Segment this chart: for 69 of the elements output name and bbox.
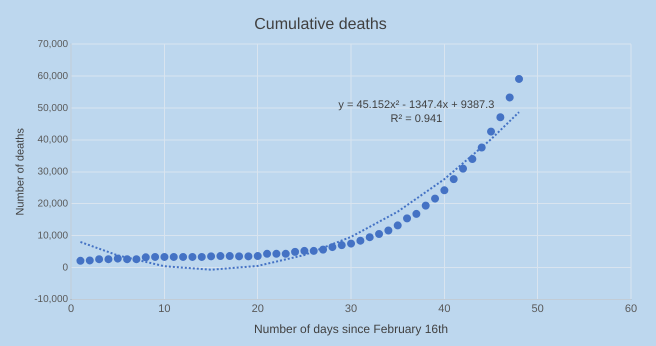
y-tick-label: 50,000 — [38, 102, 69, 114]
x-tick-label: 40 — [438, 303, 450, 316]
point — [282, 250, 290, 258]
point — [310, 246, 318, 255]
x-tick-label: 10 — [158, 303, 171, 316]
point — [104, 255, 112, 264]
point — [263, 250, 272, 258]
point — [300, 246, 308, 255]
x-tick-label: 50 — [532, 303, 544, 316]
annotation: R² = 0.941 — [390, 113, 442, 125]
point — [123, 255, 132, 264]
point — [216, 252, 224, 260]
point — [244, 252, 252, 260]
y-tick-label: 70,000 — [38, 38, 69, 50]
point — [179, 252, 188, 261]
point — [356, 236, 364, 245]
point — [338, 241, 346, 250]
line-series — [79, 111, 520, 271]
x-tick-label: 30 — [344, 303, 358, 316]
point — [496, 113, 504, 122]
annotation: y = 45.152x² - 1347.4x + 9387.3 — [338, 99, 494, 111]
point — [95, 255, 104, 264]
point — [412, 210, 420, 218]
point — [459, 164, 468, 173]
x-tick-label: 60 — [624, 303, 638, 316]
y-tick-label: 60,000 — [38, 70, 69, 82]
point — [226, 252, 234, 260]
point — [440, 186, 448, 194]
chart-title: Cumulative deaths — [254, 16, 387, 34]
point — [515, 74, 524, 83]
point — [394, 221, 402, 230]
point — [375, 230, 384, 238]
y-tick-label: 40,000 — [38, 134, 69, 146]
x-axis-title: Number of days since February 16th — [254, 322, 448, 336]
y-tick-label: 20,000 — [38, 198, 69, 210]
y-tick-label: 0 — [62, 262, 69, 274]
point — [347, 240, 356, 248]
point — [254, 252, 262, 260]
y-axis-title: Number of deaths — [14, 128, 27, 216]
y-tick-label: 30,000 — [38, 166, 69, 178]
point — [403, 214, 412, 222]
point — [506, 93, 514, 102]
point — [468, 155, 476, 164]
point — [319, 246, 328, 254]
y-tick-label: 10,000 — [38, 230, 69, 242]
point — [142, 253, 150, 262]
point — [132, 255, 140, 264]
point — [160, 252, 168, 261]
point — [114, 254, 122, 263]
y-tick-label: -10,000 — [34, 294, 69, 306]
point — [450, 175, 458, 184]
point — [86, 256, 94, 264]
x-tick-label: 20 — [252, 303, 264, 316]
point — [366, 233, 374, 242]
point — [384, 226, 392, 234]
point — [170, 252, 178, 261]
point — [291, 248, 300, 256]
point — [76, 256, 84, 265]
point — [487, 128, 496, 136]
point — [151, 252, 160, 261]
point — [188, 252, 196, 261]
point — [235, 252, 244, 260]
point — [431, 194, 440, 203]
point — [478, 144, 486, 152]
point — [207, 252, 216, 260]
point — [272, 250, 280, 258]
point — [198, 252, 206, 261]
point — [422, 202, 430, 210]
point — [328, 243, 336, 252]
